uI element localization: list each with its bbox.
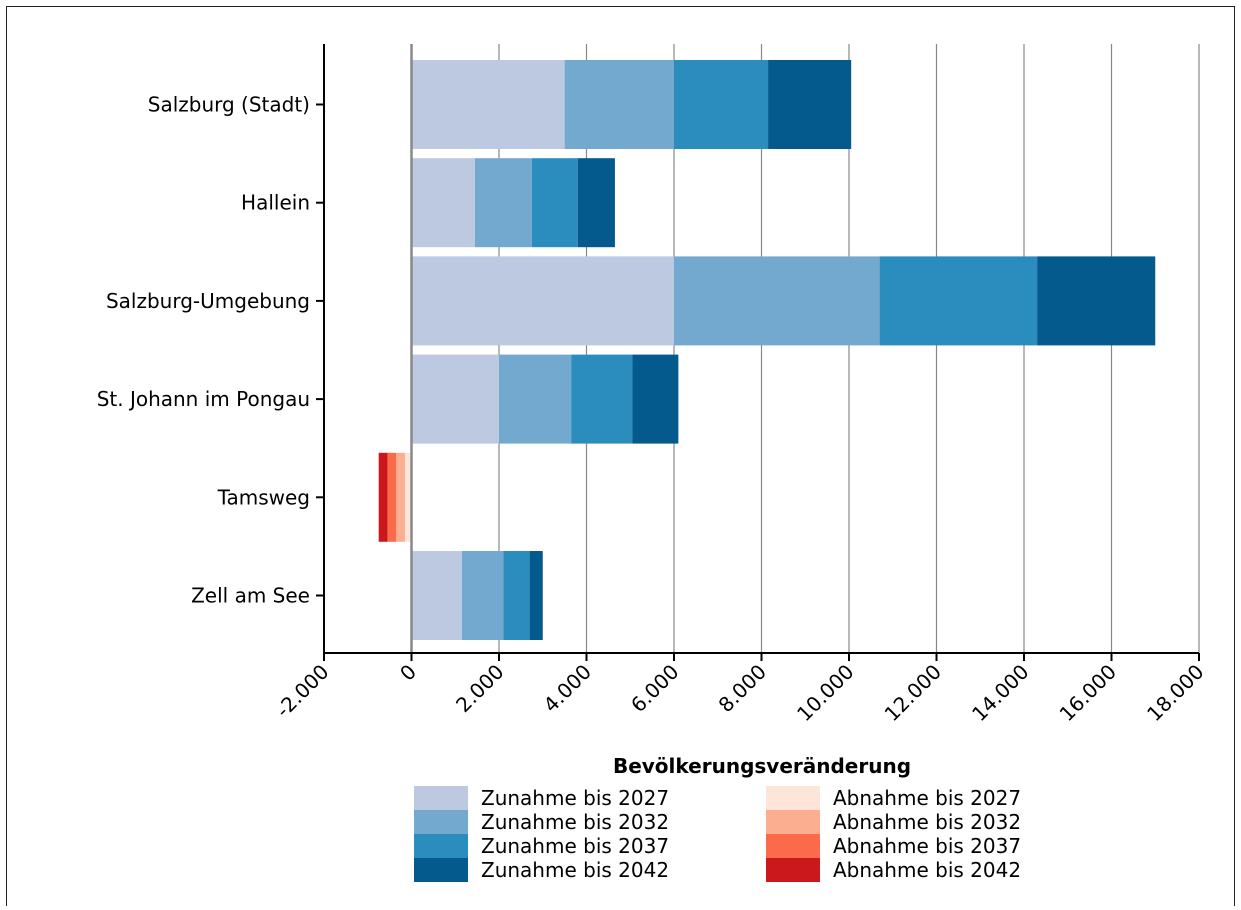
legend-label: Abnahme bis 2037	[833, 834, 1021, 858]
x-tick-label: 14.000	[967, 660, 1033, 726]
legend-label: Zunahme bis 2042	[481, 858, 669, 882]
legend-swatch	[766, 858, 820, 882]
x-tick-label: 0	[395, 660, 421, 686]
bar-segment	[387, 452, 397, 542]
legend-swatch	[414, 810, 468, 834]
legend-swatch	[766, 810, 820, 834]
legend-swatch	[766, 786, 820, 810]
legend-label: Zunahme bis 2032	[481, 810, 669, 834]
legend-label: Abnahme bis 2027	[833, 786, 1021, 810]
bar-segment	[474, 158, 532, 248]
bar-segment	[879, 256, 1038, 346]
bar-segment	[674, 256, 880, 346]
chart-frame	[6, 6, 1235, 906]
bar-segment	[768, 60, 852, 149]
category-label: St. Johann im Pongau	[97, 387, 310, 411]
bar-segment	[411, 256, 674, 346]
x-tick-label: 2.000	[451, 660, 508, 717]
bar-segment	[1037, 256, 1156, 346]
legend-label: Zunahme bis 2037	[481, 834, 669, 858]
x-tick-label: 6.000	[626, 660, 683, 717]
bar-segment	[411, 158, 475, 248]
bar-segment	[564, 60, 674, 149]
legend-label: Zunahme bis 2027	[481, 786, 669, 810]
bar-segment	[632, 354, 679, 444]
legend-swatch	[414, 786, 468, 810]
x-tick-label: 16.000	[1055, 660, 1121, 726]
category-label: Salzburg (Stadt)	[148, 93, 310, 117]
bar-segment	[411, 551, 462, 640]
bar-segment	[503, 551, 530, 640]
category-label: Hallein	[241, 191, 310, 215]
category-label: Zell am See	[191, 584, 310, 608]
legend-swatch	[766, 834, 820, 858]
bar-segment	[461, 551, 504, 640]
bar-segment	[404, 452, 412, 542]
bar-segment	[378, 452, 388, 542]
bar-segment	[571, 354, 633, 444]
x-tick-label: 4.000	[539, 660, 596, 717]
bar-segment	[577, 158, 615, 248]
category-label: Salzburg-Umgebung	[106, 289, 310, 313]
bar-segment	[411, 60, 565, 149]
legend-swatch	[414, 834, 468, 858]
bar-segment	[531, 158, 578, 248]
x-tick-label: 8.000	[714, 660, 771, 717]
legend-label: Abnahme bis 2032	[833, 810, 1021, 834]
bar-segment	[411, 354, 499, 444]
x-tick-label: -2.000	[271, 660, 334, 723]
x-tick-label: 18.000	[1142, 660, 1208, 726]
legend-swatch	[414, 858, 468, 882]
bar-segment	[674, 60, 769, 149]
category-label: Tamsweg	[217, 485, 310, 509]
bar-segment	[396, 452, 405, 542]
bar-segment	[499, 354, 572, 444]
x-tick-label: 10.000	[792, 660, 858, 726]
x-tick-label: 12.000	[880, 660, 946, 726]
legend-label: Abnahme bis 2042	[833, 858, 1021, 882]
bar-segment	[529, 551, 543, 640]
x-axis-title: Bevölkerungsveränderung	[613, 754, 911, 778]
